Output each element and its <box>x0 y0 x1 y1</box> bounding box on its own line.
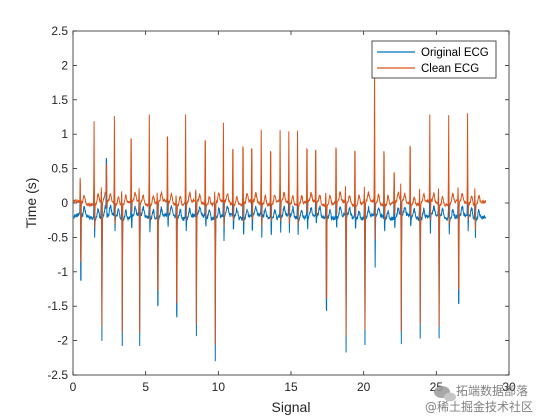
x-tick-label: 5 <box>142 380 149 394</box>
watermark-line1: 拓端数据部落 <box>456 383 528 398</box>
y-tick-label: -1.5 <box>47 299 68 313</box>
y-tick-label: 0 <box>61 196 68 210</box>
y-tick-label: 1 <box>61 127 68 141</box>
y-tick-label: -1 <box>57 265 68 279</box>
x-axis-label: Signal <box>272 399 311 415</box>
legend: Original ECG Clean ECG <box>371 40 497 79</box>
x-tick-label: 10 <box>212 380 226 394</box>
y-axis-label: Time (s) <box>23 178 39 229</box>
y-tick-label: 1.5 <box>51 93 68 107</box>
x-tick-label: 0 <box>70 380 77 394</box>
legend-label-original: Original ECG <box>421 47 489 59</box>
y-tick-label: 0.5 <box>51 162 68 176</box>
legend-box <box>371 40 497 79</box>
legend-label-clean: Clean ECG <box>421 63 479 75</box>
series-line-original-ecg <box>73 157 487 362</box>
y-tick-label: 2 <box>61 58 68 72</box>
y-tick-label: -2.5 <box>47 368 68 382</box>
wechat-icon <box>434 386 456 402</box>
watermark-line2: @稀土掘金技术社区 <box>425 399 533 414</box>
y-ticks: -2.5 -2 -1.5 -1 -0.5 0 0.5 1 1.5 2 2.5 <box>47 24 509 382</box>
x-ticks: 0 5 10 15 20 25 30 <box>70 31 516 394</box>
watermark: 拓端数据部落 @稀土掘金技术社区 <box>425 383 533 414</box>
plot-area <box>73 58 487 362</box>
y-tick-label: -0.5 <box>47 230 68 244</box>
x-tick-label: 20 <box>357 380 371 394</box>
y-tick-label: -2 <box>57 334 68 348</box>
x-tick-label: 15 <box>284 380 298 394</box>
x-tick-label: 30 <box>502 380 516 394</box>
y-tick-label: 2.5 <box>51 24 68 38</box>
series-line-clean-ecg <box>73 58 487 345</box>
